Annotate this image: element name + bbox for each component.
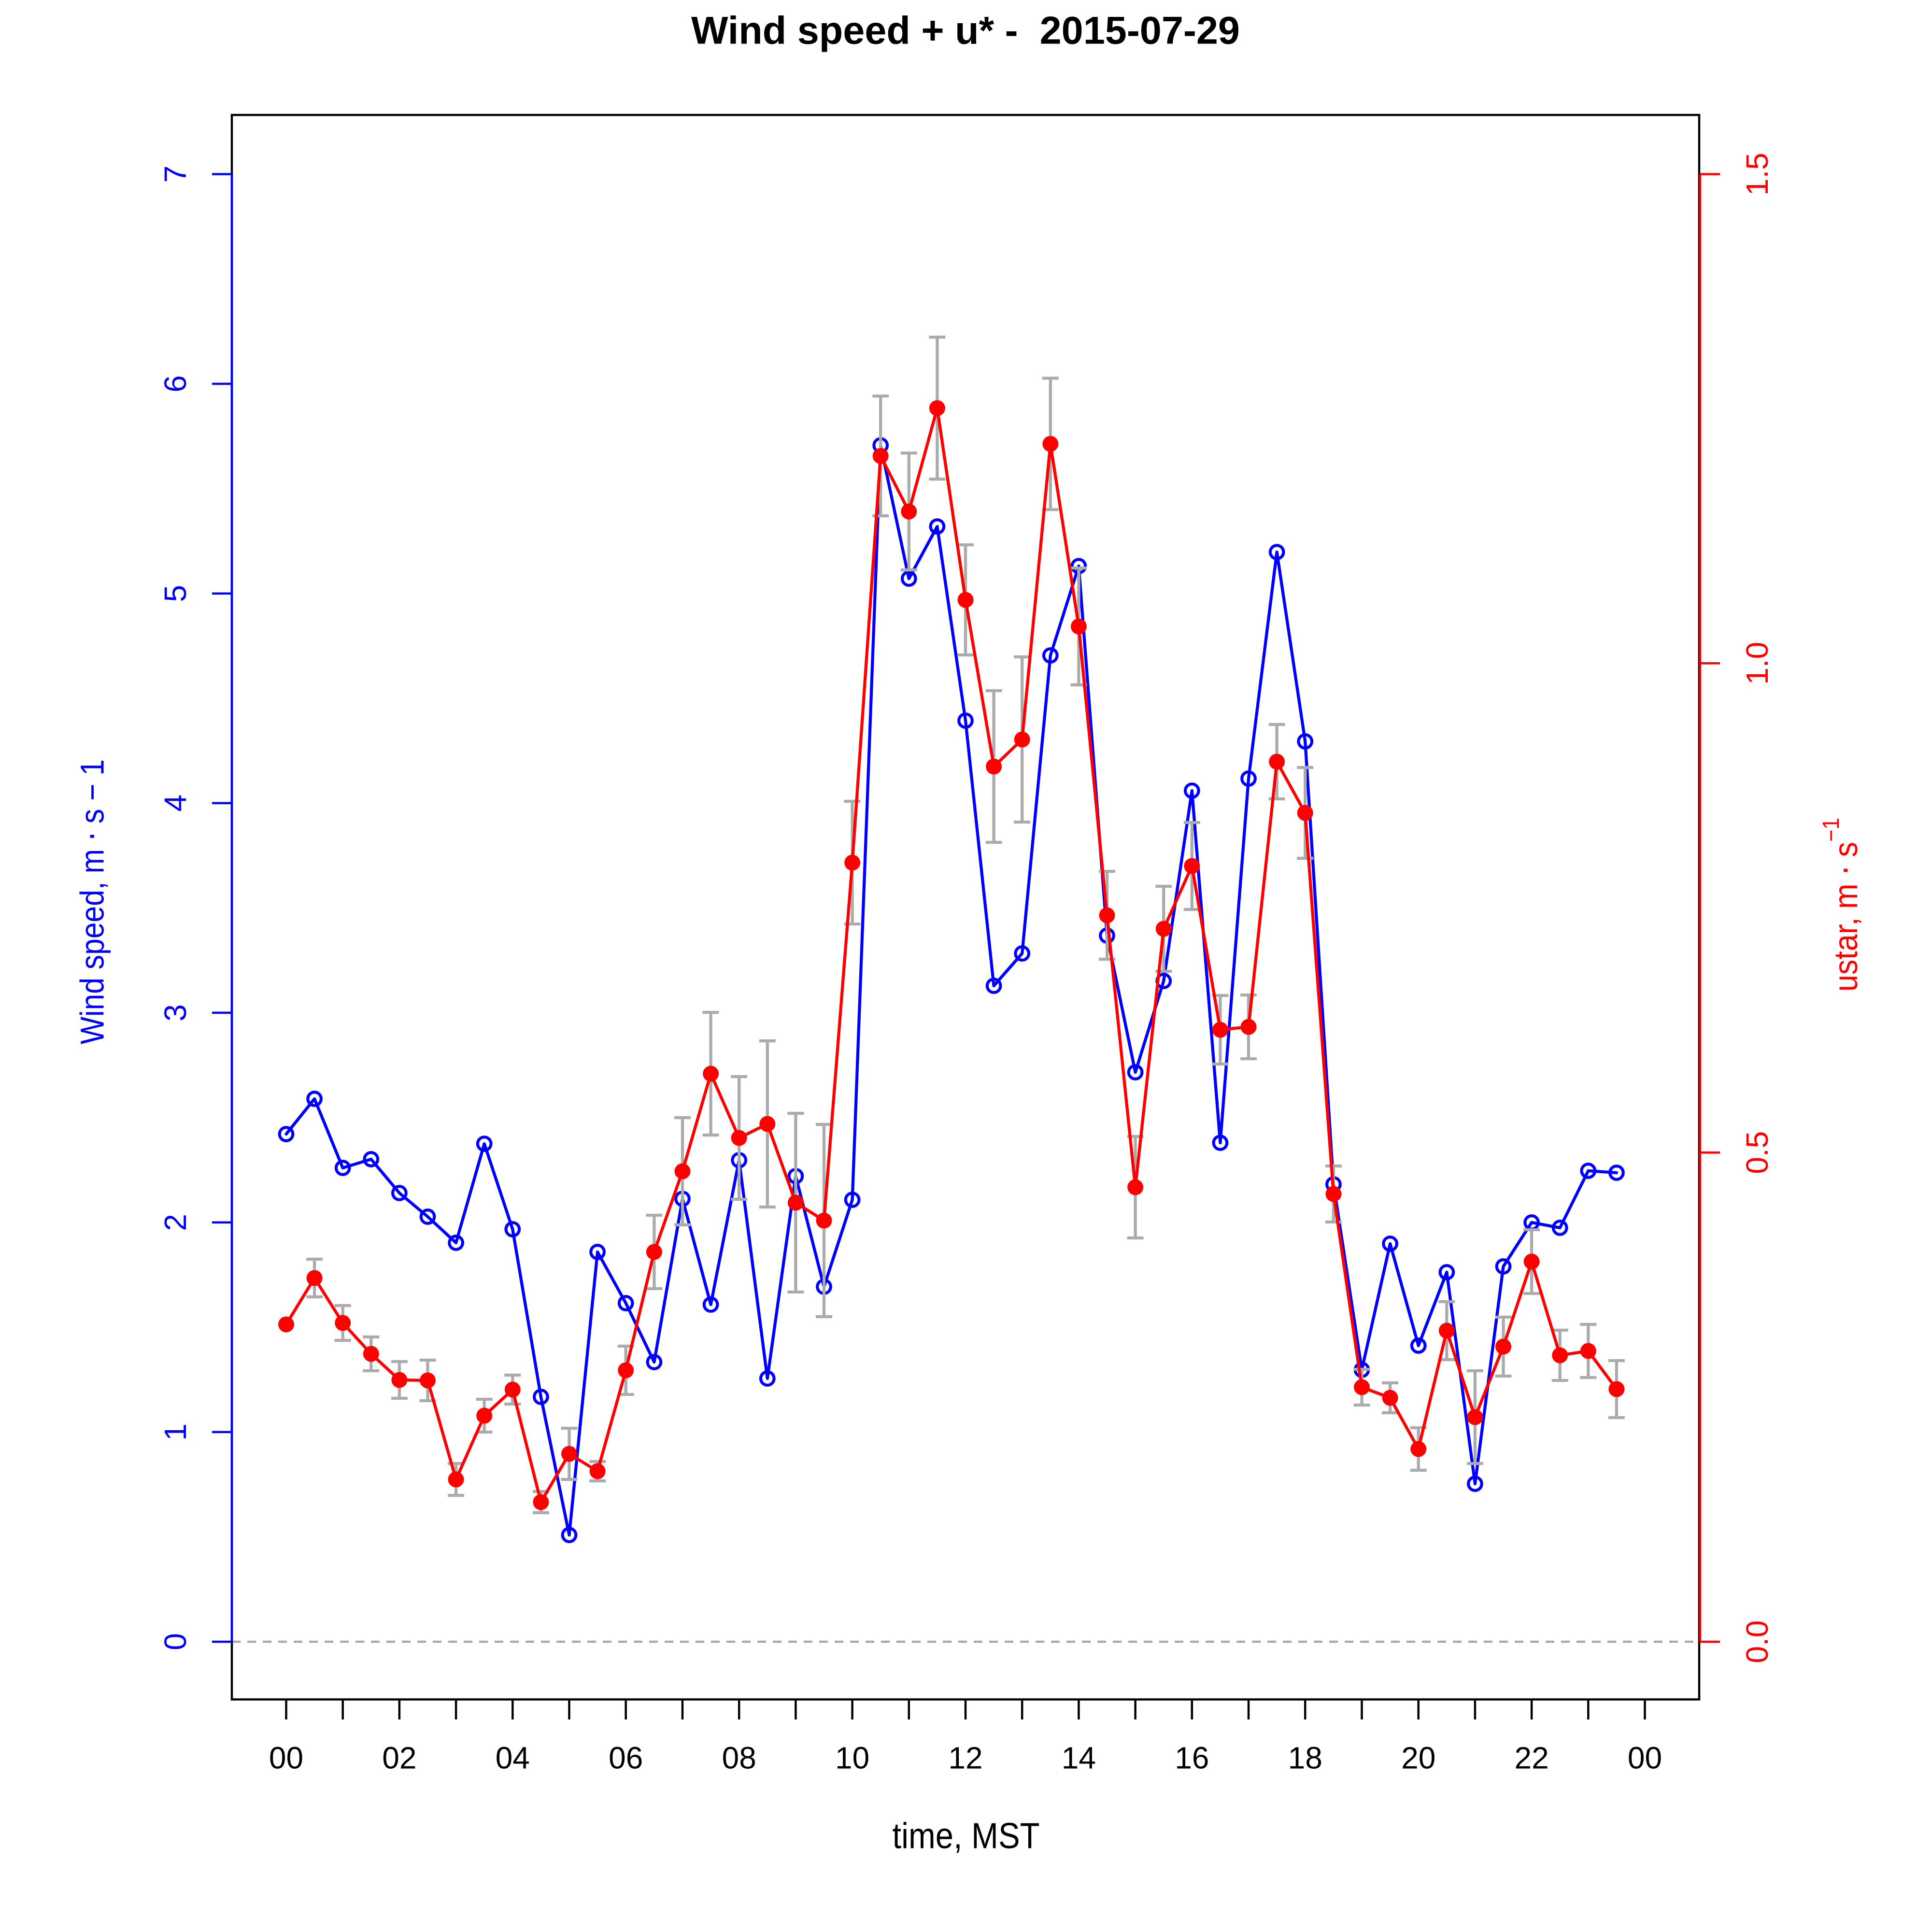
svg-text:1.0: 1.0 <box>1740 642 1775 685</box>
svg-text:12: 12 <box>948 1741 982 1776</box>
svg-text:Wind speed, m ⋅ s − 1: Wind speed, m ⋅ s − 1 <box>74 759 111 1044</box>
svg-text:time, MST: time, MST <box>893 1815 1040 1856</box>
svg-text:1.5: 1.5 <box>1740 153 1775 196</box>
svg-text:04: 04 <box>496 1741 530 1776</box>
svg-text:2: 2 <box>158 1214 193 1231</box>
svg-text:16: 16 <box>1175 1741 1209 1776</box>
svg-text:02: 02 <box>382 1741 416 1776</box>
svg-text:6: 6 <box>158 375 193 393</box>
svg-text:0.0: 0.0 <box>1740 1620 1775 1663</box>
svg-text:3: 3 <box>158 1004 193 1022</box>
svg-text:14: 14 <box>1062 1741 1096 1776</box>
svg-text:1: 1 <box>158 1423 193 1441</box>
svg-text:20: 20 <box>1401 1741 1435 1776</box>
svg-text:7: 7 <box>158 166 193 183</box>
svg-text:0: 0 <box>158 1633 193 1650</box>
svg-text:08: 08 <box>722 1741 756 1776</box>
svg-text:06: 06 <box>609 1741 643 1776</box>
svg-text:00: 00 <box>269 1741 303 1776</box>
svg-text:0.5: 0.5 <box>1740 1131 1775 1174</box>
svg-text:00: 00 <box>1628 1741 1662 1776</box>
svg-text:Wind speed + u* - 2015-07-29: Wind speed + u* - 2015-07-29 <box>691 9 1240 53</box>
svg-text:22: 22 <box>1515 1741 1549 1776</box>
svg-text:18: 18 <box>1288 1741 1322 1776</box>
svg-text:10: 10 <box>835 1741 869 1776</box>
svg-text:5: 5 <box>158 585 193 602</box>
svg-text:4: 4 <box>158 795 193 812</box>
